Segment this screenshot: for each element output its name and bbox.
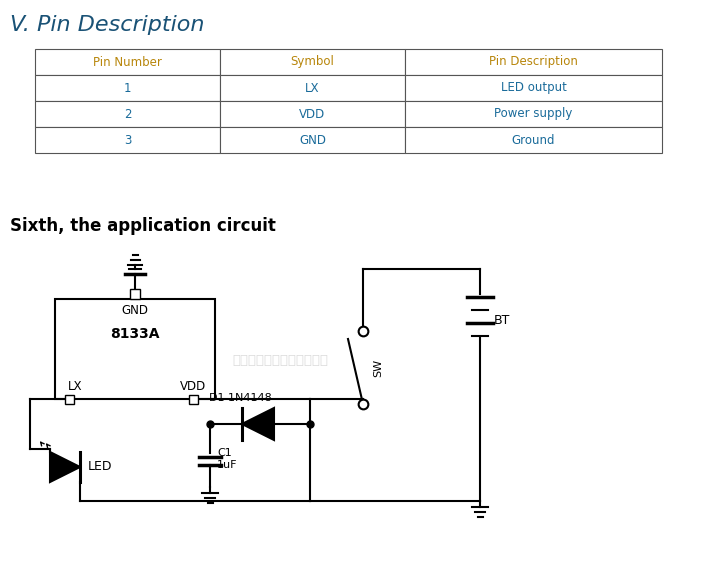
Text: SW: SW xyxy=(373,358,383,376)
Text: GND: GND xyxy=(121,305,148,317)
Text: Pin Number: Pin Number xyxy=(93,56,162,68)
Bar xyxy=(405,75,662,101)
Text: 2: 2 xyxy=(124,108,131,120)
Bar xyxy=(220,49,405,75)
Text: 8133A: 8133A xyxy=(110,327,160,341)
Bar xyxy=(220,75,405,101)
Polygon shape xyxy=(242,408,274,440)
Text: V. Pin Description: V. Pin Description xyxy=(10,15,204,35)
Text: Pin Description: Pin Description xyxy=(489,56,578,68)
Bar xyxy=(35,49,220,75)
Bar xyxy=(130,289,140,299)
Bar xyxy=(55,299,215,399)
Text: GND: GND xyxy=(299,134,326,146)
Text: Sixth, the application circuit: Sixth, the application circuit xyxy=(10,217,276,235)
Text: C1
1uF: C1 1uF xyxy=(217,448,237,470)
Text: LX: LX xyxy=(67,380,82,394)
Bar xyxy=(35,101,220,127)
Text: LED output: LED output xyxy=(500,82,566,94)
Text: 深圳市福瑞茈科技有限公司: 深圳市福瑞茈科技有限公司 xyxy=(232,354,328,368)
Bar xyxy=(220,127,405,153)
Text: BT: BT xyxy=(494,314,511,328)
Bar xyxy=(405,101,662,127)
Bar xyxy=(220,101,405,127)
Text: Ground: Ground xyxy=(512,134,555,146)
Text: D1 1N4148: D1 1N4148 xyxy=(209,393,271,403)
Text: 1: 1 xyxy=(124,82,131,94)
Bar xyxy=(65,394,74,404)
Text: LED: LED xyxy=(88,460,113,474)
Polygon shape xyxy=(50,452,80,482)
Bar xyxy=(35,75,220,101)
Text: Power supply: Power supply xyxy=(494,108,573,120)
Bar xyxy=(35,127,220,153)
Text: 3: 3 xyxy=(124,134,131,146)
Bar xyxy=(189,394,197,404)
Text: VDD: VDD xyxy=(300,108,326,120)
Text: LX: LX xyxy=(305,82,320,94)
Bar xyxy=(405,49,662,75)
Bar xyxy=(405,127,662,153)
Text: VDD: VDD xyxy=(180,380,206,394)
Text: Symbol: Symbol xyxy=(290,56,334,68)
